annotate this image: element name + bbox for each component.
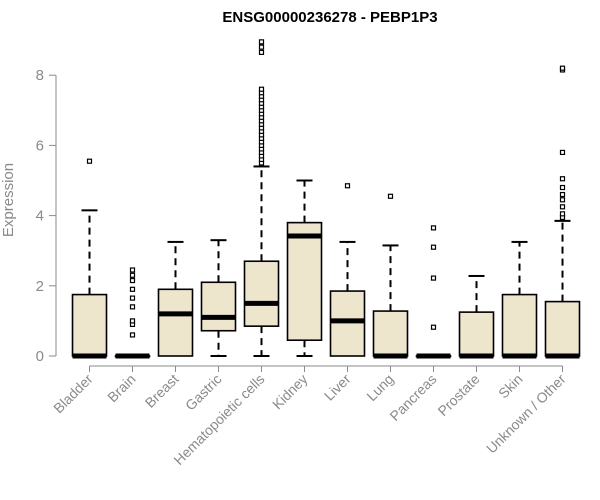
x-tick-label-liver: Liver [321, 371, 354, 404]
outlier-point [344, 183, 351, 189]
outlier-point [129, 318, 136, 324]
outlier-point [559, 211, 566, 217]
box-pancreas [415, 225, 452, 359]
box-series [71, 39, 581, 359]
x-tick-label-skin: Skin [495, 371, 526, 402]
box-kidney [286, 179, 323, 357]
iqr-box [71, 293, 108, 357]
box-skin [501, 240, 538, 359]
outlier-point [559, 184, 566, 191]
iqr-box [501, 293, 538, 357]
x-tick-label-gastric: Gastric [182, 371, 225, 414]
x-tick-label-breast: Breast [142, 371, 182, 411]
outlier-point [258, 86, 265, 92]
box-hematopoietic-cells [243, 39, 280, 357]
iqr-box [286, 221, 323, 342]
y-axis: 0 2 4 6 8 [36, 67, 57, 365]
outlier-point [86, 158, 93, 164]
outlier-point [559, 65, 566, 71]
x-tick-label-kidney: Kidney [269, 371, 311, 413]
box-lung [372, 193, 409, 359]
x-tick-label-brain: Brain [104, 371, 138, 405]
outlier-point [559, 204, 566, 210]
y-tick-label: 2 [36, 278, 44, 295]
y-tick-label: 6 [36, 137, 44, 154]
outlier-point [129, 267, 136, 273]
x-tick-label-bladder: Bladder [50, 371, 96, 417]
iqr-box [157, 288, 194, 357]
outlier-point [258, 39, 265, 45]
x-tick-label-unknown-other: Unknown / Other [483, 371, 569, 457]
iqr-box [372, 310, 409, 357]
iqr-box [544, 300, 581, 357]
outlier-point [559, 191, 566, 198]
outlier-point [559, 197, 566, 203]
outlier-point [430, 275, 437, 281]
y-tick-label: 8 [36, 67, 44, 84]
outlier-point [559, 176, 566, 182]
y-tick-label: 0 [36, 348, 44, 365]
outlier-point [430, 225, 437, 231]
outlier-point [258, 49, 265, 55]
outlier-point [258, 44, 265, 50]
outlier-point [129, 286, 136, 292]
box-breast [157, 240, 194, 357]
outlier-point [129, 295, 136, 301]
outlier-point [430, 244, 437, 250]
y-tick-label: 4 [36, 208, 44, 225]
box-prostate [458, 274, 495, 359]
box-gastric [200, 239, 237, 357]
iqr-box [329, 290, 366, 357]
outlier-point [559, 149, 566, 156]
outlier-point [129, 332, 136, 338]
outlier-point [430, 324, 437, 330]
box-bladder [71, 158, 108, 359]
chart-title: ENSG00000236278 - PEBP1P3 [222, 9, 437, 26]
iqr-box [458, 311, 495, 357]
outlier-point [129, 272, 136, 278]
iqr-box [200, 281, 237, 332]
outlier-point [129, 277, 136, 284]
outlier-point [129, 304, 136, 310]
outlier-point [387, 193, 394, 199]
box-unknown-other [544, 65, 581, 359]
box-liver [329, 183, 366, 357]
x-tick-label-pancreas: Pancreas [386, 371, 439, 424]
iqr-box [243, 260, 280, 327]
y-axis-label: Expression [0, 163, 17, 237]
x-tick-label-prostate: Prostate [434, 371, 482, 419]
x-tick-label-lung: Lung [363, 371, 396, 404]
box-brain [114, 267, 151, 359]
